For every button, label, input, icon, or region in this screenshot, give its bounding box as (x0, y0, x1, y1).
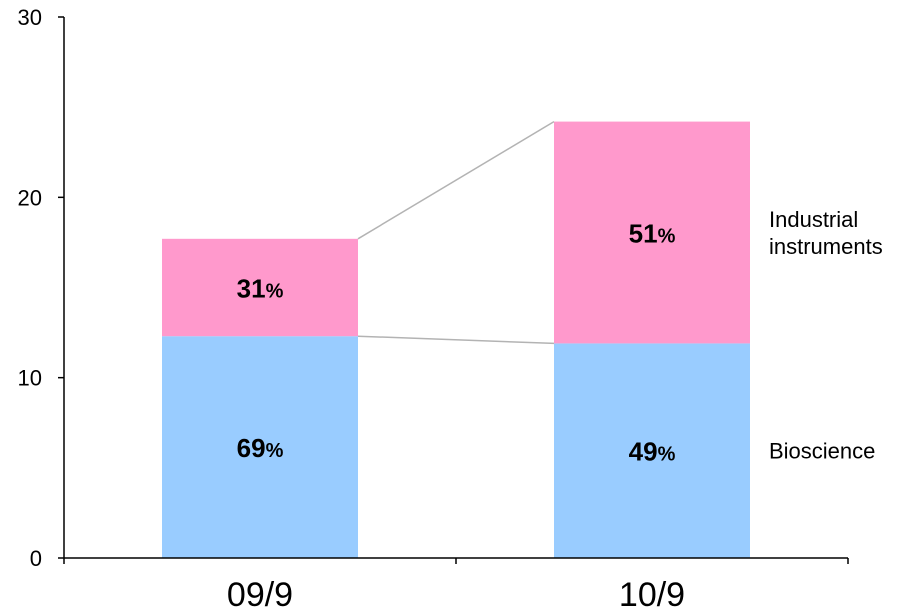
share-label: 69% (237, 433, 284, 463)
legend-label: instruments (769, 234, 883, 259)
share-label: 51% (629, 218, 676, 248)
y-tick-label: 10 (18, 366, 42, 391)
x-category-label: 10/9 (619, 576, 685, 612)
y-tick-label: 20 (18, 185, 42, 210)
y-tick-label: 0 (30, 546, 42, 571)
bar-segment-bioscience-1 (162, 336, 358, 558)
legend-label: Bioscience (769, 439, 875, 464)
x-category-label: 09/9 (227, 576, 293, 612)
y-tick-label: 30 (18, 5, 42, 30)
bar-segment-bioscience-2 (554, 343, 750, 558)
connector-line (357, 120, 555, 240)
bar-segment-industrial-instruments-1 (162, 238, 358, 337)
legend-label: Industrial (769, 207, 858, 232)
bar-segment-industrial-instruments-2 (554, 121, 750, 344)
connector-line (357, 335, 555, 345)
